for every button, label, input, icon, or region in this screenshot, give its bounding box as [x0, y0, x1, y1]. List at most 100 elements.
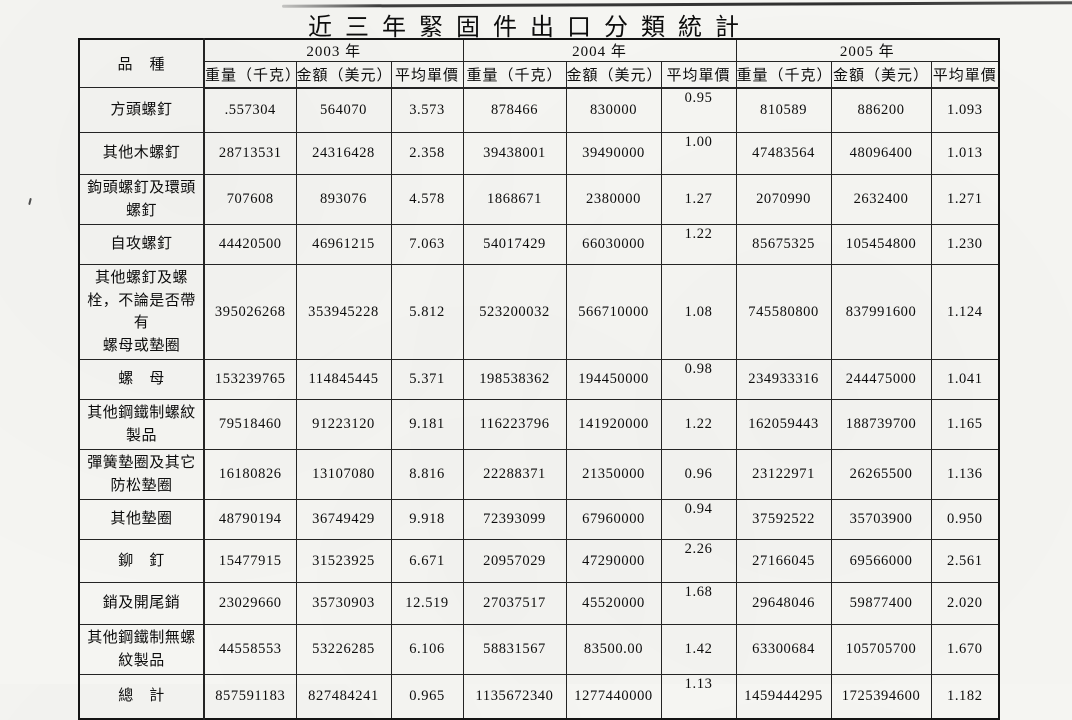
- value-cell: 1.093: [930, 87, 1000, 133]
- value-cell: 395026268: [203, 264, 297, 360]
- value-cell: 1.22: [660, 399, 737, 450]
- value-cell: 837991600: [830, 264, 932, 360]
- value-cell: 1.22: [660, 224, 737, 265]
- value-cell: 1.271: [930, 174, 1000, 225]
- value-cell: 830000: [565, 87, 662, 133]
- value-cell: 1.27: [660, 174, 737, 225]
- amount-column-header: 金額（美元）: [295, 61, 392, 89]
- value-cell: 2070990: [735, 174, 832, 225]
- value-cell: 5.371: [390, 359, 464, 400]
- unit-price-column-header: 平均單價: [930, 61, 1000, 89]
- value-cell: 194450000: [565, 359, 662, 400]
- value-cell: 15477915: [203, 539, 297, 583]
- value-cell: 7.063: [390, 224, 464, 265]
- value-cell: 0.95: [660, 87, 737, 133]
- product-name-cell: 螺 母: [78, 359, 205, 400]
- value-cell: 26265500: [830, 449, 932, 500]
- product-name-cell: 彈簧墊圈及其它 防松墊圈: [78, 449, 205, 500]
- value-cell: 2.561: [930, 539, 1000, 583]
- value-cell: 58831567: [462, 624, 567, 675]
- unit-price-column-header: 平均單價: [390, 61, 464, 89]
- product-column-header: 品 種: [78, 38, 205, 88]
- value-cell: 28713531: [203, 132, 297, 175]
- product-name-cell: 其他墊圈: [78, 499, 205, 540]
- value-cell: 6.671: [390, 539, 464, 583]
- value-cell: 0.98: [660, 359, 737, 400]
- product-name-cell: 自攻螺釘: [78, 224, 205, 265]
- value-cell: 745580800: [735, 264, 832, 360]
- value-cell: 3.573: [390, 87, 464, 133]
- value-cell: 564070: [295, 87, 392, 133]
- table-row: 彈簧墊圈及其它 防松墊圈 16180826 13107080 8.816 2228837…: [78, 449, 1000, 500]
- table-row: 螺 母 153239765 114845445 5.371 198538362 19445…: [78, 359, 1000, 400]
- value-cell: 27037517: [462, 582, 567, 625]
- table-row: 其他鋼鐵制無螺 紋製品 44558553 53226285 6.106 58831567…: [78, 624, 1000, 675]
- subcolumn-header-row: 重量（千克） 金額（美元） 平均單價 重量（千克） 金額（美元） 平均單價 重量…: [79, 61, 1000, 89]
- product-name-cell: 其他木螺釘: [78, 132, 205, 175]
- value-cell: 4.578: [390, 174, 464, 225]
- value-cell: 69566000: [830, 539, 932, 583]
- value-cell: 48096400: [830, 132, 932, 175]
- value-cell: 1.68: [660, 582, 737, 625]
- product-name-cell: 其他鋼鐵制無螺 紋製品: [78, 624, 205, 675]
- value-cell: 59877400: [830, 582, 932, 625]
- value-cell: 523200032: [462, 264, 567, 360]
- weight-column-header: 重量（千克）: [203, 61, 297, 89]
- value-cell: .557304: [203, 87, 297, 133]
- value-cell: 1135672340: [462, 674, 567, 719]
- value-cell: 9.918: [390, 499, 464, 540]
- value-cell: 2380000: [565, 174, 662, 225]
- value-cell: 1868671: [462, 174, 567, 225]
- value-cell: 22288371: [462, 449, 567, 500]
- value-cell: 244475000: [830, 359, 932, 400]
- value-cell: 6.106: [390, 624, 464, 675]
- weight-column-header: 重量（千克）: [735, 61, 832, 89]
- value-cell: 162059443: [735, 399, 832, 450]
- value-cell: 48790194: [203, 499, 297, 540]
- scan-speck-artifact: [28, 197, 32, 206]
- table-row: 其他鋼鐵制螺紋 製品 79518460 91223120 9.181 116223796…: [78, 399, 1000, 450]
- value-cell: 857591183: [203, 674, 297, 719]
- value-cell: 141920000: [565, 399, 662, 450]
- amount-column-header: 金額（美元）: [830, 61, 932, 89]
- year-header-row: 品 種 2003 年 2004 年 2005 年: [78, 38, 1000, 88]
- value-cell: 878466: [462, 87, 567, 133]
- value-cell: 1459444295: [735, 674, 832, 719]
- table-row: 總 計 857591183 827484241 0.965 1135672340 1277…: [78, 674, 1000, 719]
- product-name-cell: 方頭螺釘: [78, 87, 205, 133]
- value-cell: 0.965: [390, 674, 464, 719]
- value-cell: 66030000: [565, 224, 662, 265]
- value-cell: 37592522: [735, 499, 832, 540]
- table-row: 自攻螺釘 44420500 46961215 7.063 54017429 6603000…: [78, 224, 1000, 265]
- value-cell: 810589: [735, 87, 832, 133]
- product-name-cell: 其他鋼鐵制螺紋 製品: [78, 399, 205, 450]
- export-statistics-table: 品 種 2003 年 2004 年 2005 年 重量（千克） 金額（美元） 平…: [78, 38, 1001, 720]
- value-cell: 44558553: [203, 624, 297, 675]
- value-cell: 1.013: [930, 132, 1000, 175]
- value-cell: 1.165: [930, 399, 1000, 450]
- year-group-header-2003: 2003 年: [203, 38, 464, 62]
- value-cell: 153239765: [203, 359, 297, 400]
- value-cell: 36749429: [295, 499, 392, 540]
- value-cell: 31523925: [295, 539, 392, 583]
- value-cell: 16180826: [203, 449, 297, 500]
- table-row: 方頭螺釘 .557304 564070 3.573 878466 830000 0.95 81…: [78, 87, 1000, 133]
- value-cell: 47290000: [565, 539, 662, 583]
- value-cell: 234933316: [735, 359, 832, 400]
- value-cell: 114845445: [295, 359, 392, 400]
- value-cell: 45520000: [565, 582, 662, 625]
- value-cell: 2632400: [830, 174, 932, 225]
- value-cell: 1.08: [660, 264, 737, 360]
- value-cell: 35730903: [295, 582, 392, 625]
- value-cell: 1.124: [930, 264, 1000, 360]
- value-cell: 67960000: [565, 499, 662, 540]
- value-cell: 5.812: [390, 264, 464, 360]
- value-cell: 35703900: [830, 499, 932, 540]
- value-cell: 0.96: [660, 449, 737, 500]
- value-cell: 8.816: [390, 449, 464, 500]
- table-row: 其他螺釘及螺 栓，不論是否帶有 螺母或墊圈 395026268 353945228 5…: [78, 264, 1000, 360]
- value-cell: 46961215: [295, 224, 392, 265]
- value-cell: 1725394600: [830, 674, 932, 719]
- value-cell: 23122971: [735, 449, 832, 500]
- table-row: 鉚 釘 15477915 31523925 6.671 20957029 47290000…: [78, 539, 1000, 583]
